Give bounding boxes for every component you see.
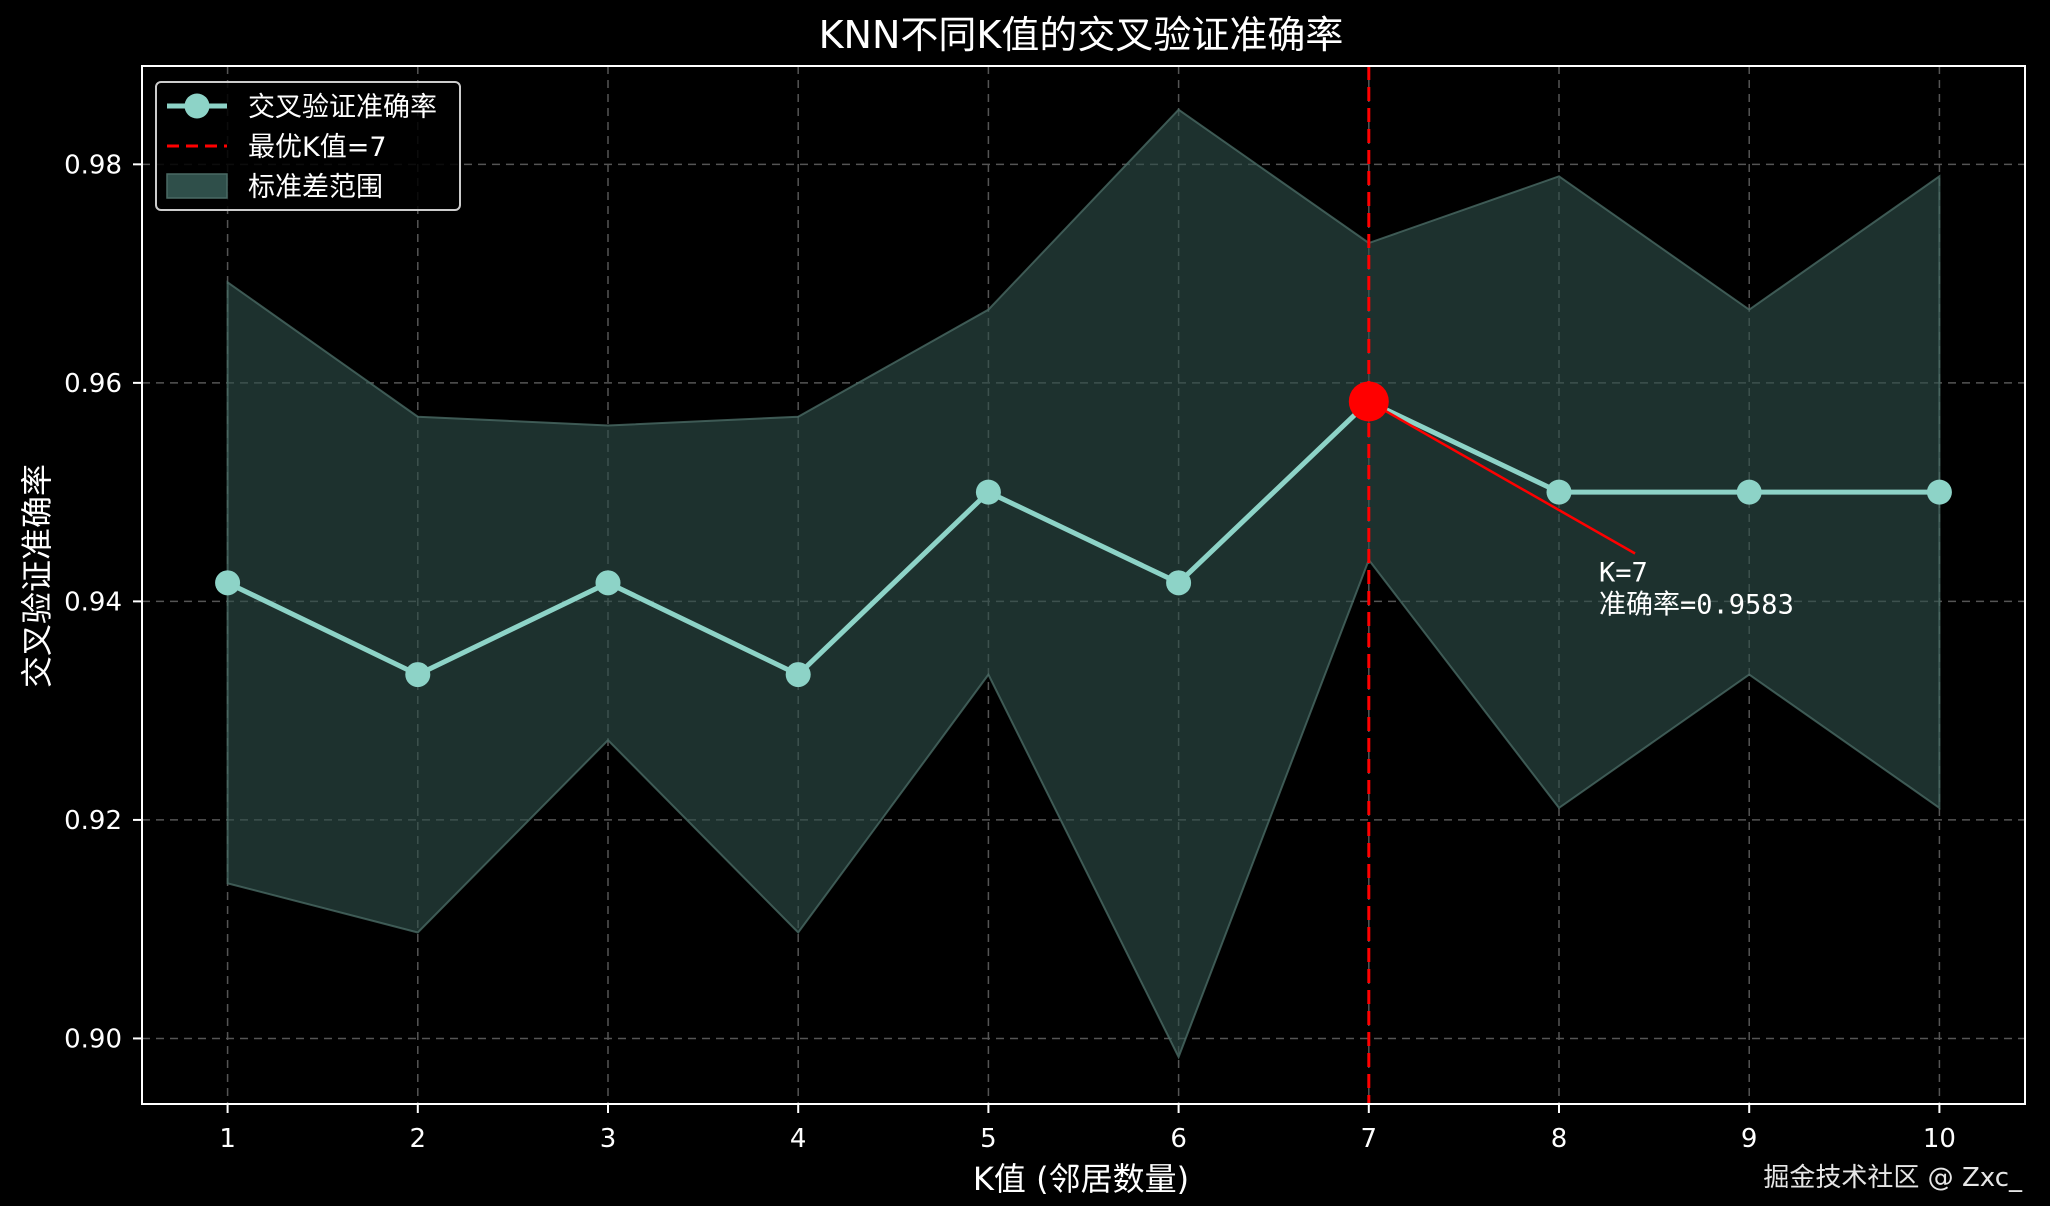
x-tick-label: 6 bbox=[1170, 1124, 1187, 1154]
annotation-text: 准确率=0.9583 bbox=[1599, 589, 1794, 620]
data-point bbox=[215, 570, 241, 596]
legend-label-best: 最优K值=7 bbox=[248, 132, 387, 163]
series-line bbox=[226, 398, 1940, 678]
x-tick-label: 1 bbox=[219, 1124, 236, 1154]
x-tick-label: 4 bbox=[790, 1124, 807, 1154]
legend-label-band: 标准差范围 bbox=[248, 172, 383, 203]
y-tick-label: 0.98 bbox=[64, 150, 122, 180]
x-tick-label: 8 bbox=[1551, 1124, 1568, 1154]
x-tick-label: 10 bbox=[1923, 1124, 1956, 1154]
data-point bbox=[405, 662, 431, 688]
x-ticks: 1 2 3 4 5 6 7 8 9 10 bbox=[219, 1104, 1956, 1154]
y-ticks: 0.90 0.92 0.94 0.96 0.98 bbox=[64, 150, 142, 1054]
legend-marker-swatch bbox=[184, 93, 210, 119]
x-tick-label: 2 bbox=[410, 1124, 427, 1154]
x-tick-label: 9 bbox=[1741, 1124, 1758, 1154]
data-point bbox=[595, 570, 621, 596]
y-tick-label: 0.92 bbox=[64, 806, 122, 836]
data-point bbox=[975, 479, 1001, 505]
y-tick-label: 0.90 bbox=[64, 1024, 122, 1054]
x-tick-label: 5 bbox=[980, 1124, 997, 1154]
data-point bbox=[1736, 479, 1762, 505]
x-tick-label: 7 bbox=[1361, 1124, 1378, 1154]
data-point bbox=[1926, 479, 1952, 505]
y-axis-label: 交叉验证准确率 bbox=[18, 464, 56, 688]
plot-frame bbox=[141, 65, 2026, 1105]
legend-label-series: 交叉验证准确率 bbox=[248, 92, 437, 123]
chart-title: KNN不同K值的交叉验证准确率 bbox=[819, 13, 1344, 57]
data-point bbox=[785, 662, 811, 688]
watermark: 掘金技术社区 @ Zxc_ bbox=[1763, 1163, 2022, 1193]
legend-band-swatch bbox=[166, 173, 228, 199]
annotation-text: K=7 bbox=[1599, 557, 1648, 588]
std-band-area bbox=[226, 108, 1941, 1060]
x-axis-label: K值 (邻居数量) bbox=[973, 1160, 1189, 1198]
legend-box bbox=[155, 81, 461, 211]
best-point bbox=[1348, 381, 1389, 422]
data-point bbox=[1546, 479, 1572, 505]
y-tick-label: 0.96 bbox=[64, 369, 122, 399]
x-tick-label: 3 bbox=[600, 1124, 617, 1154]
y-tick-label: 0.94 bbox=[64, 587, 122, 617]
data-point bbox=[1166, 570, 1192, 596]
annotation-arrow bbox=[1368, 400, 1636, 555]
std-band bbox=[226, 108, 1941, 1060]
